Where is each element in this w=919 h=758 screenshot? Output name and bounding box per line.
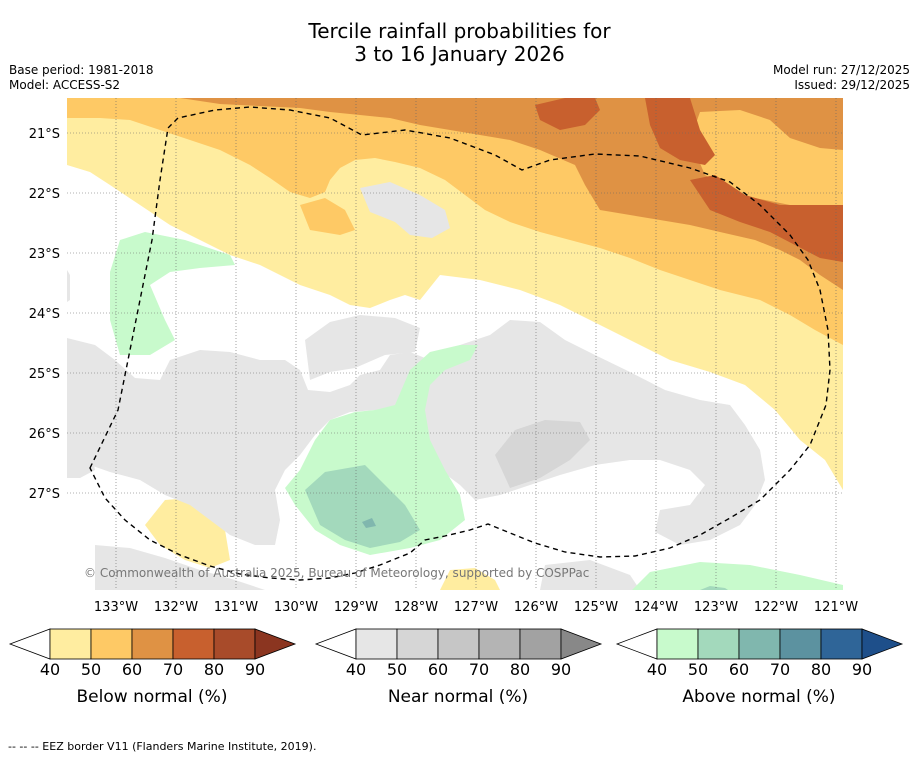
colorbar-title-near: Near normal (%)	[387, 687, 529, 707]
below-normal-70-east	[645, 98, 715, 165]
lon-label: 125°W	[574, 600, 618, 615]
lon-label: 132°W	[154, 600, 198, 615]
colorbar-tick: 60	[121, 660, 143, 679]
lon-label: 127°W	[454, 600, 498, 615]
base-period: Base period: 1981-2018	[9, 63, 154, 77]
lon-label: 131°W	[214, 600, 258, 615]
near-normal-50-area	[495, 420, 590, 488]
longitude-labels: 133°W 132°W 131°W 130°W 129°W 128°W 127°W 126°W…	[94, 600, 858, 615]
colorbar-extend-high	[560, 628, 603, 660]
below-normal-70-area	[535, 98, 600, 130]
colorbar-tick: 50	[687, 660, 709, 679]
latitude-labels: 21°S 22°S 23°S 24°S 25°S 26°S 27°S	[29, 127, 60, 502]
colorbar-tick: 60	[728, 660, 750, 679]
colorbar-title-above: Above normal (%)	[682, 687, 836, 707]
colorbar-segment	[131, 628, 174, 660]
eez-border	[89, 106, 831, 581]
colorbar-segment	[213, 628, 256, 660]
colorbar-segment	[90, 628, 133, 660]
lon-label: 129°W	[334, 600, 378, 615]
below-normal-70-ne	[690, 175, 843, 262]
colorbar-tick: 70	[468, 660, 490, 679]
colorbar-segment	[355, 628, 398, 660]
colorbar-extend-low	[314, 628, 357, 660]
near-normal-40-se	[540, 560, 640, 590]
colorbar-tick: 60	[427, 660, 449, 679]
above-normal-50-area	[305, 465, 420, 548]
colorbar-segment	[738, 628, 781, 660]
lon-label: 130°W	[274, 600, 318, 615]
gridlines	[67, 98, 843, 590]
colorbar-segment	[656, 628, 699, 660]
colorbar-extend-low	[8, 628, 51, 660]
lon-label: 133°W	[94, 600, 138, 615]
near-normal-40-sw	[95, 545, 265, 590]
colorbar-tick: 80	[509, 660, 531, 679]
lat-label: 24°S	[29, 307, 60, 322]
colorbar-tick: 70	[162, 660, 184, 679]
colorbar-segment	[519, 628, 562, 660]
lon-label: 123°W	[694, 600, 738, 615]
colorbar-tick: 40	[646, 660, 668, 679]
colorbar-extend-high	[254, 628, 297, 660]
model-name: Model: ACCESS-S2	[9, 78, 121, 92]
colorbar-tick: 40	[345, 660, 367, 679]
lat-label: 27°S	[29, 487, 60, 502]
above-normal-60-spot	[362, 518, 376, 528]
colorbar-tick: 90	[550, 660, 572, 679]
colorbar-segment	[437, 628, 480, 660]
below-normal-40-south	[440, 568, 500, 590]
lon-label: 121°W	[814, 600, 858, 615]
lat-label: 25°S	[29, 367, 60, 382]
title-line-2: 3 to 16 January 2026	[354, 42, 565, 66]
colorbar-tick: 50	[80, 660, 102, 679]
probability-fields: © Commonwealth of Australia 2025, Bureau…	[67, 98, 843, 590]
eez-footnote: -- -- -- EEZ border V11 (Flanders Marine…	[8, 740, 317, 753]
lat-label: 23°S	[29, 247, 60, 262]
colorbar-segment	[396, 628, 439, 660]
colorbar-tick: 50	[386, 660, 408, 679]
colorbar-tick: 90	[244, 660, 266, 679]
colorbar-title-below: Below normal (%)	[76, 687, 228, 707]
model-run: Model run: 27/12/2025	[772, 63, 910, 77]
below-normal-50-inner	[300, 198, 355, 235]
colorbar-tick: 40	[39, 660, 61, 679]
colorbar-segment	[779, 628, 822, 660]
colorbar-extend-high	[861, 628, 904, 660]
copyright-note: © Commonwealth of Australia 2025, Bureau…	[84, 566, 589, 580]
colorbar-tick: 80	[810, 660, 832, 679]
colorbars	[8, 628, 904, 660]
above-normal-40-west	[110, 232, 235, 355]
colorbar-tick: 70	[769, 660, 791, 679]
lon-label: 126°W	[514, 600, 558, 615]
colorbar-segment	[172, 628, 215, 660]
lat-label: 22°S	[29, 187, 60, 202]
colorbar-segment	[49, 628, 92, 660]
colorbar-extend-low	[615, 628, 658, 660]
above-normal-50-se	[700, 586, 728, 590]
lat-label: 21°S	[29, 127, 60, 142]
lon-label: 128°W	[394, 600, 438, 615]
title-line-1: Tercile rainfall probabilities for	[308, 19, 611, 43]
lon-label: 124°W	[634, 600, 678, 615]
colorbar-tick: 90	[851, 660, 873, 679]
colorbar-segment	[820, 628, 863, 660]
near-normal-40-westedge	[67, 270, 70, 302]
issued-date: Issued: 29/12/2025	[794, 78, 910, 92]
colorbar-segment	[478, 628, 521, 660]
colorbar-tick: 80	[203, 660, 225, 679]
lon-label: 122°W	[754, 600, 798, 615]
colorbar-segment	[697, 628, 740, 660]
lat-label: 26°S	[29, 427, 60, 442]
near-normal-40-west	[67, 445, 95, 478]
above-normal-40-se	[632, 562, 843, 590]
near-normal-40-mid	[305, 315, 420, 380]
near-normal-40-north	[360, 182, 450, 238]
